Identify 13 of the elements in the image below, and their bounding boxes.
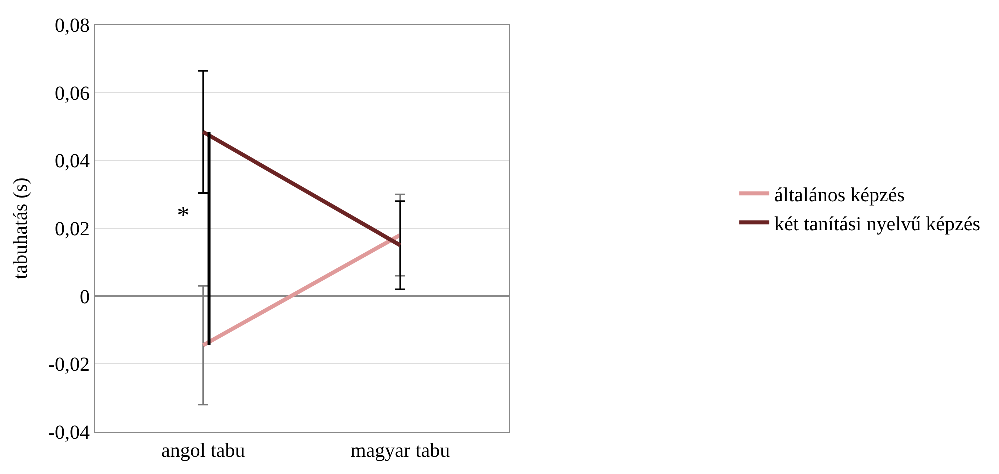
y-tick-label: -0,02 [48,354,90,376]
legend-label: két tanítási nyelvű képzés [774,213,981,236]
y-tick-label: 0,02 [55,218,90,240]
y-tick-label: 0,08 [55,15,90,37]
legend-label: általános képzés [774,184,906,206]
x-tick-label: angol tabu [161,440,246,462]
y-tick-label: -0,04 [48,422,90,444]
y-tick-label: 0,06 [55,82,90,105]
y-tick-label: 0,04 [55,150,90,173]
x-tick-label: magyar tabu [350,440,450,462]
y-axis-title: tabuhatás (s) [10,178,32,280]
annotation: * [177,201,190,230]
y-tick-label: 0 [80,286,90,308]
